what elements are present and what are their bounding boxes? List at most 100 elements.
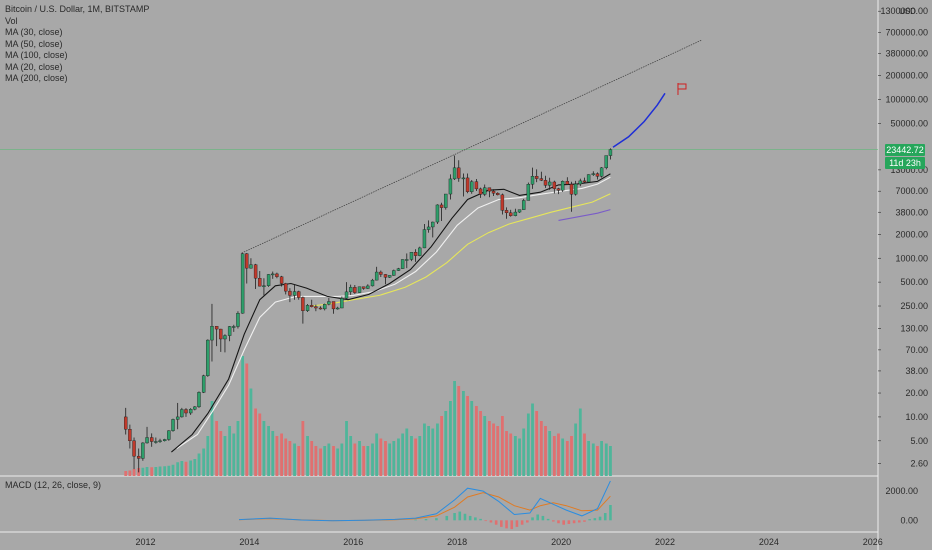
volume-bar	[466, 396, 469, 476]
volume-bar	[522, 428, 526, 476]
candle-body	[141, 442, 145, 459]
volume-bar	[401, 433, 405, 476]
volume-bar	[362, 446, 366, 476]
volume-bar	[531, 403, 534, 476]
time-axis-label: 2022	[655, 537, 675, 547]
volume-bar	[405, 428, 409, 476]
macd-histogram-bar	[474, 517, 477, 521]
legend-ma200[interactable]: MA (200, close)	[5, 73, 68, 83]
candle-body	[124, 416, 128, 430]
candle-body	[461, 177, 466, 180]
candle-body	[426, 226, 431, 230]
legend-vol[interactable]: Vol	[5, 15, 18, 26]
volume-bar	[388, 443, 392, 476]
volume-bar	[158, 466, 162, 476]
volume-bar	[509, 433, 513, 476]
legend-title[interactable]: Bitcoin / U.S. Dollar, 1M, BITSTAMP	[5, 4, 150, 14]
macd-histogram-bar	[468, 515, 472, 521]
macd-histogram-bar	[505, 520, 508, 529]
candle-body	[556, 188, 561, 191]
candle-body	[253, 264, 258, 279]
volume-bar	[275, 436, 279, 476]
price-axis-label: 200000.00	[885, 71, 928, 81]
candle-body	[392, 270, 396, 276]
legend-ma20[interactable]: MA (20, close)	[5, 61, 63, 72]
ma-white-line	[176, 176, 611, 449]
candle-body	[323, 304, 327, 310]
volume-bar	[561, 438, 565, 476]
candle-body	[478, 188, 483, 195]
candle-body	[361, 286, 366, 289]
candle-body	[539, 178, 544, 181]
volume-bar	[171, 464, 175, 476]
candle-body	[171, 419, 175, 431]
currency-label[interactable]: USD	[899, 7, 916, 16]
ma-yellow-line	[311, 193, 611, 307]
price-axis-label: 38.00	[905, 366, 928, 376]
legend-ma30[interactable]: MA (30, close)	[5, 27, 63, 37]
volume-bar	[483, 416, 487, 476]
price-axis-label: 2.60	[910, 458, 928, 468]
countdown-tag: 11d 23h	[885, 156, 925, 169]
macd-histogram-bar	[603, 513, 607, 521]
volume-bar	[505, 431, 508, 476]
candle-body	[521, 200, 526, 210]
candle-body	[422, 229, 427, 249]
candle-body	[318, 307, 323, 310]
volume-bar	[479, 411, 482, 476]
ma-black-line	[171, 173, 611, 453]
price-axis-label: 5.00	[910, 436, 928, 446]
candle-body	[193, 406, 197, 410]
price-axis-label: 10.00	[905, 412, 928, 422]
candle-body	[573, 183, 578, 195]
volume-bar	[423, 423, 426, 476]
volume-bar	[167, 465, 171, 476]
volume-bar	[306, 436, 309, 476]
candle-body	[530, 176, 535, 185]
candle-body	[383, 274, 388, 278]
macd-axis-label: 0.00	[900, 515, 918, 525]
volume-bar	[596, 446, 599, 476]
candle-body	[158, 440, 162, 442]
candle-body	[379, 271, 383, 275]
volume-bar	[418, 436, 422, 476]
price-axis-label: 250.00	[900, 301, 928, 311]
volume-bar	[254, 408, 258, 476]
candle-body	[266, 274, 271, 286]
ma-purple-line	[558, 209, 611, 221]
volume-bar	[449, 401, 452, 476]
price-axis-label: 100000.00	[885, 95, 928, 105]
volume-bar	[163, 466, 167, 476]
last-price-tag: 23442.72	[885, 143, 925, 156]
legend-ma100[interactable]: MA (100, close)	[5, 50, 68, 60]
volume-bar	[184, 461, 188, 476]
volume-bar	[492, 423, 495, 476]
projection-curve	[612, 92, 666, 148]
candle-body	[150, 437, 154, 442]
volume-bar	[470, 401, 474, 476]
legend-ma50[interactable]: MA (50, close)	[5, 38, 63, 49]
macd-histogram-bar	[567, 520, 571, 524]
volume-bar	[457, 386, 461, 476]
volume-bar	[414, 438, 418, 476]
macd-histogram-bar	[510, 520, 514, 530]
macd-histogram-bar	[541, 515, 545, 521]
volume-bar	[236, 421, 240, 476]
volume-bar	[353, 443, 357, 476]
candle-body	[180, 409, 184, 418]
macd-label[interactable]: MACD (12, 26, close, 9)	[5, 480, 102, 490]
macd-histogram-bar	[562, 520, 565, 525]
volume-bar	[535, 411, 539, 476]
macd-histogram-bar	[572, 520, 576, 524]
candle-body	[448, 178, 453, 195]
macd-histogram-bar	[489, 520, 493, 523]
volume-bar	[323, 446, 327, 476]
candle-body	[344, 291, 349, 299]
candle-body	[439, 204, 444, 208]
candle-body	[387, 275, 392, 278]
candle-body	[245, 253, 249, 269]
candle-body	[496, 192, 500, 196]
volume-bar	[604, 443, 608, 476]
